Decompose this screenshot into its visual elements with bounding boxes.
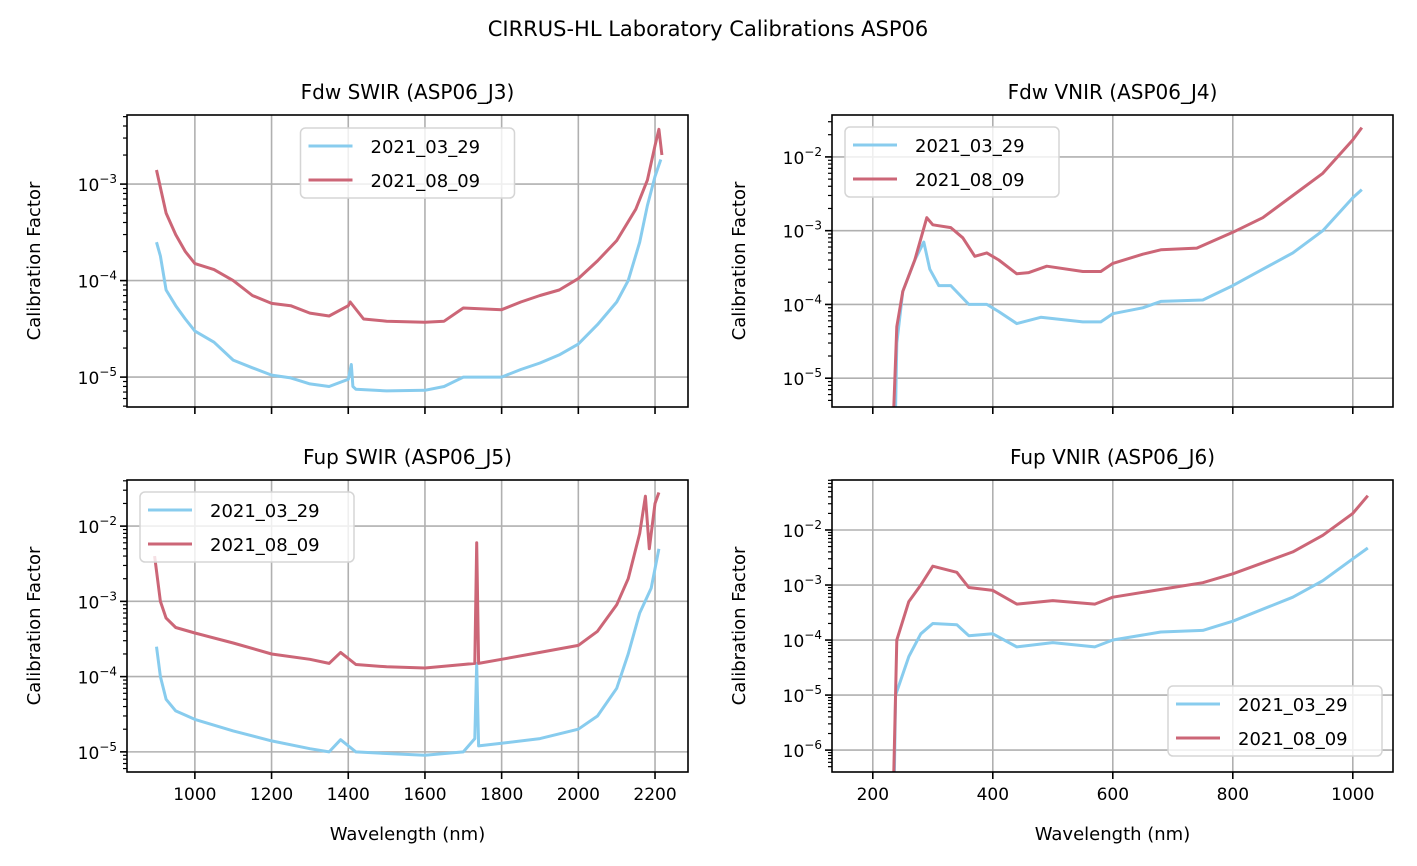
legend: 2021_03_29 2021_08_09 xyxy=(844,126,1060,198)
legend: 2021_03_29 2021_08_09 xyxy=(299,127,516,199)
axes-frame xyxy=(126,114,689,408)
legend-box xyxy=(299,127,516,199)
legend-label: 2021_08_09 xyxy=(210,535,320,556)
figure-title: CIRRUS-HL Laboratory Calibrations ASP06 xyxy=(488,17,929,41)
legend-box xyxy=(844,126,1060,198)
x-tick-label: 1200 xyxy=(250,785,293,805)
y-axis-label: Calibration Factor xyxy=(24,181,45,340)
legend-label: 2021_08_09 xyxy=(371,171,481,192)
y-tick-label: 10−5 xyxy=(783,366,822,390)
x-tick-label: 200 xyxy=(857,785,889,805)
x-tick-label: 1800 xyxy=(480,785,523,805)
legend-box xyxy=(139,491,355,563)
x-tick-label: 1400 xyxy=(327,785,370,805)
y-axis-label: Calibration Factor xyxy=(729,546,750,705)
legend-label: 2021_03_29 xyxy=(915,136,1025,157)
y-tick-label: 10−4 xyxy=(783,292,822,316)
x-tick-label: 400 xyxy=(977,785,1009,805)
y-tick-label: 10−2 xyxy=(78,514,117,538)
x-axis-label: Wavelength (nm) xyxy=(1035,824,1191,845)
legend-box xyxy=(1167,685,1383,757)
series-line-2021_03_29 xyxy=(894,188,1363,407)
y-tick-label: 10−2 xyxy=(783,518,822,542)
x-tick-label: 1000 xyxy=(173,785,216,805)
legend-label: 2021_08_09 xyxy=(915,170,1025,191)
series-line-2021_03_29 xyxy=(155,548,661,757)
y-tick-label: 10−2 xyxy=(783,145,822,169)
series-line-2021_08_09 xyxy=(892,494,1369,772)
legend-label: 2021_03_29 xyxy=(210,501,320,522)
series-line-2021_08_09 xyxy=(892,126,1364,407)
legend: 2021_03_29 2021_08_09 xyxy=(139,491,355,563)
x-axis-label: Wavelength (nm) xyxy=(330,824,486,845)
y-tick-label: 10−3 xyxy=(783,573,822,597)
y-tick-label: 10−4 xyxy=(78,269,117,293)
y-axis-label: Calibration Factor xyxy=(24,546,45,705)
legend: 2021_03_29 2021_08_09 xyxy=(1167,685,1383,757)
x-tick-label: 800 xyxy=(1217,785,1249,805)
y-axis-label: Calibration Factor xyxy=(729,181,750,340)
series-line-2021_03_29 xyxy=(892,546,1369,772)
legend-label: 2021_03_29 xyxy=(1238,695,1348,716)
subplot-title: Fup VNIR (ASP06_J6) xyxy=(1010,445,1215,469)
series-line-2021_03_29 xyxy=(155,159,663,393)
axes-frame xyxy=(126,479,689,773)
y-tick-label: 10−3 xyxy=(78,589,117,613)
y-tick-label: 10−4 xyxy=(783,628,822,652)
x-tick-label: 2200 xyxy=(633,785,676,805)
subplot-title: Fup SWIR (ASP06_J5) xyxy=(303,445,512,469)
subplot-3: 1000 1200 1400 1600 1800 2000 2200 10−5 10−4 10−3… xyxy=(24,445,689,845)
series-line-2021_08_09 xyxy=(155,127,664,324)
y-tick-label: 10−6 xyxy=(783,738,822,762)
subplot-title: Fdw VNIR (ASP06_J4) xyxy=(1008,80,1218,104)
y-tick-label: 10−3 xyxy=(78,172,117,196)
y-tick-label: 10−3 xyxy=(783,219,822,243)
subplot-1: 10−5 10−4 10−3 Fdw SWIR (ASP06_J3) Calibrati… xyxy=(24,80,689,414)
x-tick-label: 600 xyxy=(1097,785,1129,805)
legend-label: 2021_03_29 xyxy=(371,137,481,158)
y-tick-label: 10−5 xyxy=(78,740,117,764)
y-tick-label: 10−5 xyxy=(78,365,117,389)
legend-label: 2021_08_09 xyxy=(1238,729,1348,750)
x-tick-label: 1600 xyxy=(403,785,446,805)
series-line-2021_08_09 xyxy=(153,491,661,670)
y-tick-label: 10−4 xyxy=(78,665,117,689)
subplot-title: Fdw SWIR (ASP06_J3) xyxy=(301,80,515,104)
x-tick-label: 1000 xyxy=(1331,785,1374,805)
x-tick-label: 2000 xyxy=(557,785,600,805)
subplot-2: 10−5 10−4 10−3 10−2 Fdw VNIR (ASP06_J4) Calib… xyxy=(729,80,1394,414)
subplot-4: 200 400 600 800 1000 10−6 10−5 10−4 10−3 10−2 Fup … xyxy=(729,445,1394,845)
axes-frame xyxy=(831,114,1394,408)
axes-frame xyxy=(831,479,1394,773)
y-tick-label: 10−5 xyxy=(783,683,822,707)
